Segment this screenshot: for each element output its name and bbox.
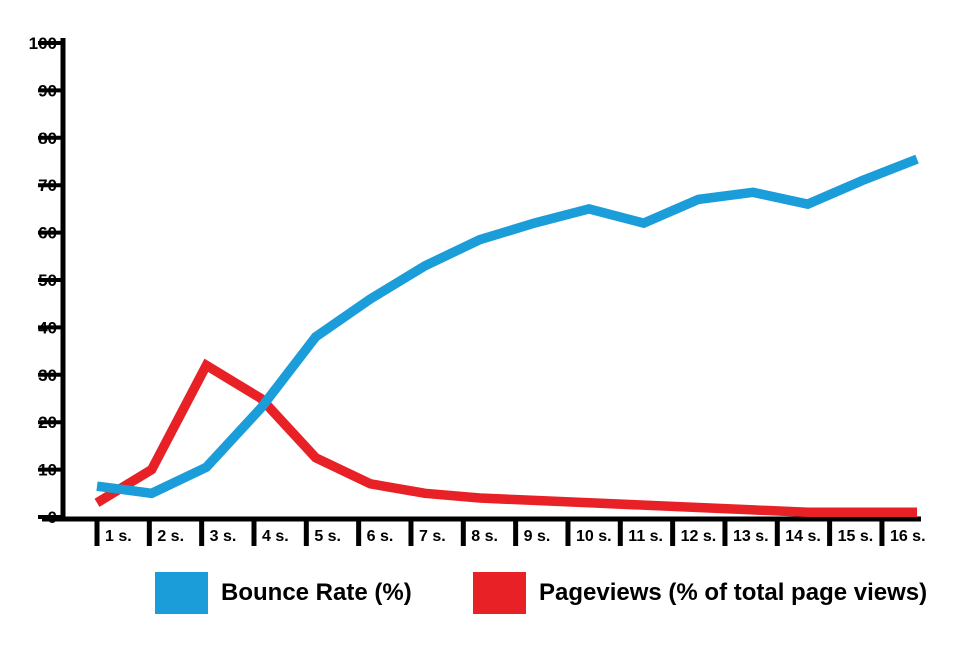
x-tick-label: 1 s. [105,528,132,545]
x-tick-label: 7 s. [419,528,446,545]
x-tick-label: 4 s. [262,528,289,545]
y-tick-label: 60 [38,224,57,243]
legend-label-pageviews: Pageviews (% of total page views) [539,579,928,606]
series-line-bounce-rate [96,154,919,499]
y-tick-label: 0 [48,508,57,527]
x-tick-label: 14 s. [785,528,821,545]
y-tick-label: 50 [38,271,57,290]
legend-swatch-bounce-rate [155,572,208,614]
chart-svg: 0 10 20 30 40 50 60 70 80 90 100 1 s. 2 s. 3 s. 4 s. 5 … [29,34,926,546]
chart-legend: Bounce Rate (%) Pageviews (% of total pa… [0,572,960,618]
x-tick-label: 3 s. [210,528,237,545]
y-tick-label: 100 [29,34,57,53]
y-tick-label: 90 [38,81,57,100]
y-tick-label: 70 [38,176,57,195]
x-tick-label: 5 s. [314,528,341,545]
y-tick-label: 80 [38,129,57,148]
x-tick-label: 11 s. [628,528,663,545]
y-tick-label: 30 [38,366,57,385]
series-line-pageviews [94,358,918,518]
x-tick-label: 12 s. [681,528,717,545]
x-tick-label: 13 s. [733,528,769,545]
y-axis: 0 10 20 30 40 50 60 70 80 90 100 [29,34,63,527]
y-tick-label: 20 [38,413,57,432]
x-tick-label: 9 s. [524,528,551,545]
x-tick-label: 16 s. [890,528,926,545]
legend-swatch-pageviews [473,572,526,614]
x-tick-label: 2 s. [157,528,184,545]
legend-label-bounce-rate: Bounce Rate (%) [221,579,412,606]
legend-item-bounce-rate: Bounce Rate (%) [155,572,412,614]
axes [42,38,921,522]
x-axis: 1 s. 2 s. 3 s. 4 s. 5 s. 6 s. 7 s. 8 s. 9 s. 10 s… [94,519,926,546]
x-tick-label: 6 s. [367,528,394,545]
y-tick-label: 40 [38,318,57,337]
y-tick-label: 10 [38,461,57,480]
x-tick-label: 15 s. [838,528,874,545]
x-tick-label: 10 s. [576,528,612,545]
x-tick-label: 8 s. [471,528,498,545]
legend-item-pageviews: Pageviews (% of total page views) [473,572,927,614]
